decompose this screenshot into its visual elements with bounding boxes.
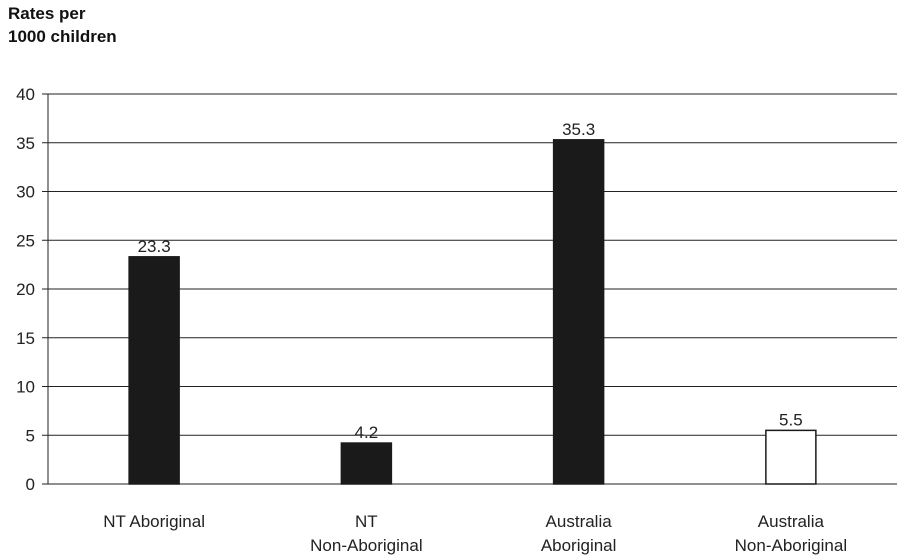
y-tick-label: 35 xyxy=(16,134,35,153)
bars xyxy=(128,139,817,485)
category-label: Australia xyxy=(546,512,613,531)
y-tick-label: 40 xyxy=(16,85,35,104)
data-label: 4.2 xyxy=(355,423,379,442)
data-label: 23.3 xyxy=(138,237,171,256)
y-tick-label: 25 xyxy=(16,231,35,250)
y-axis-ticks: 0 5 10 15 20 25 30 35 40 xyxy=(16,85,35,494)
y-tick-label: 15 xyxy=(16,329,35,348)
y-tick-label: 20 xyxy=(16,280,35,299)
category-label: Aboriginal xyxy=(541,536,617,555)
data-label: 35.3 xyxy=(562,120,595,139)
bar xyxy=(340,442,393,485)
bar xyxy=(552,139,605,485)
y-tick-label: 10 xyxy=(16,378,35,397)
y-axis-title-line-1: Rates per xyxy=(8,4,86,23)
y-axis-title: Rates per 1000 children xyxy=(8,2,117,48)
data-label: 5.5 xyxy=(779,410,803,429)
category-labels: NT Aboriginal NT Non-Aboriginal Australia Ab… xyxy=(103,512,847,555)
gridlines xyxy=(42,93,897,485)
category-label: Non-Aboriginal xyxy=(735,536,847,555)
y-tick-label: 5 xyxy=(26,426,35,445)
y-tick-label: 0 xyxy=(26,475,35,494)
data-labels: 23.3 4.2 35.3 5.5 xyxy=(138,120,803,442)
category-label: NT xyxy=(355,512,378,531)
y-axis-title-line-2: 1000 children xyxy=(8,27,117,46)
category-label: NT Aboriginal xyxy=(103,512,205,531)
category-label: Australia xyxy=(758,512,825,531)
category-label: Non-Aboriginal xyxy=(310,536,422,555)
y-tick-label: 30 xyxy=(16,183,35,202)
bar xyxy=(765,429,817,485)
bar xyxy=(128,256,180,485)
